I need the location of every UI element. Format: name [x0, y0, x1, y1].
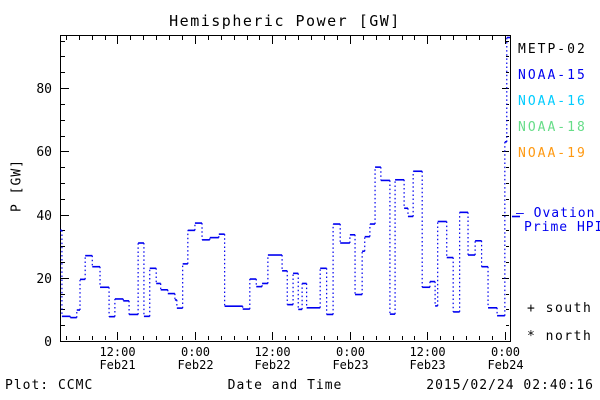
marker-north: * north — [527, 329, 592, 344]
marker-south: + south — [527, 301, 592, 316]
footer-plot-credit: Plot: CCMC — [5, 378, 94, 393]
x-tick-date-label: Feb21 — [99, 358, 135, 372]
y-tick-label: 20 — [36, 272, 52, 287]
x-tick-date-label: Feb24 — [487, 358, 523, 372]
legend-noaa19-label: NOAA-19 — [518, 146, 587, 161]
x-axis-title: Date and Time — [227, 378, 343, 393]
marker-north-label: north — [545, 329, 593, 344]
plot-frame — [60, 35, 511, 342]
x-tick-time-label: 0:00 — [336, 345, 365, 359]
x-tick-date-label: Feb23 — [409, 358, 445, 372]
x-tick-date-label: Feb23 — [332, 358, 368, 372]
asterisk-symbol: * — [527, 329, 537, 344]
x-tick-time-label: 0:00 — [181, 345, 210, 359]
legend-noaa15-label: NOAA-15 — [518, 68, 587, 83]
y-tick-label: 80 — [36, 82, 52, 97]
marker-south-label: south — [545, 301, 593, 316]
x-tick-time-label: 12:00 — [254, 345, 290, 359]
ovation-legend-line1: — Ovation — [516, 206, 596, 221]
legend-metp02-label: METP-02 — [518, 42, 587, 57]
y-tick-label: 0 — [44, 335, 52, 350]
x-tick-time-label: 12:00 — [409, 345, 445, 359]
footer-timestamp: 2015/02/24 02:40:16 — [426, 378, 594, 393]
x-tick-time-label: 0:00 — [491, 345, 520, 359]
x-tick-date-label: Feb22 — [177, 358, 213, 372]
x-tick-date-label: Feb22 — [254, 358, 290, 372]
ovation-legend-line2: Prime HPI — [524, 220, 600, 235]
y-tick-label: 60 — [36, 145, 52, 160]
plus-symbol: + — [527, 301, 537, 316]
legend-noaa18-label: NOAA-18 — [518, 120, 587, 135]
y-tick-label: 40 — [36, 209, 52, 224]
x-tick-time-label: 12:00 — [99, 345, 135, 359]
legend-noaa16-label: NOAA-16 — [518, 94, 587, 109]
chart-title: Hemispheric Power [GW] — [169, 12, 401, 30]
